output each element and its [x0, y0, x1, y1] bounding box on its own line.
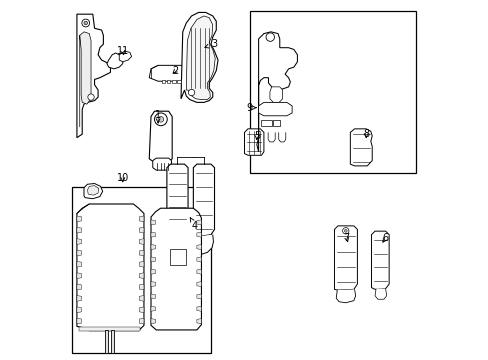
Polygon shape — [197, 306, 201, 311]
Polygon shape — [77, 228, 81, 233]
Polygon shape — [151, 257, 155, 262]
Polygon shape — [77, 216, 81, 222]
Polygon shape — [197, 232, 201, 237]
Polygon shape — [267, 132, 275, 142]
Polygon shape — [151, 232, 155, 237]
Bar — [177, 80, 181, 83]
Polygon shape — [151, 294, 155, 299]
Circle shape — [84, 21, 87, 25]
Polygon shape — [336, 289, 355, 303]
Bar — [104, 330, 107, 353]
Polygon shape — [107, 53, 122, 69]
Polygon shape — [151, 208, 201, 330]
Polygon shape — [139, 250, 143, 256]
Text: 3: 3 — [204, 39, 217, 49]
Circle shape — [344, 229, 346, 232]
Polygon shape — [278, 132, 285, 142]
Bar — [111, 330, 113, 353]
Polygon shape — [139, 239, 143, 244]
Polygon shape — [119, 51, 131, 62]
Polygon shape — [371, 231, 388, 289]
Polygon shape — [197, 319, 201, 324]
Polygon shape — [349, 129, 371, 166]
Polygon shape — [77, 296, 81, 301]
Polygon shape — [258, 102, 291, 116]
Polygon shape — [139, 261, 143, 267]
Polygon shape — [77, 14, 110, 138]
Circle shape — [81, 19, 89, 27]
Text: 5: 5 — [253, 131, 260, 141]
Polygon shape — [197, 282, 201, 287]
Polygon shape — [84, 184, 102, 199]
Polygon shape — [195, 235, 213, 254]
Polygon shape — [256, 32, 297, 152]
Polygon shape — [139, 296, 143, 301]
Circle shape — [342, 228, 348, 234]
Circle shape — [158, 117, 163, 122]
Polygon shape — [77, 204, 143, 330]
Text: 4: 4 — [190, 218, 198, 231]
Polygon shape — [152, 158, 171, 170]
Polygon shape — [334, 226, 357, 290]
Polygon shape — [151, 306, 155, 311]
Bar — [79, 327, 140, 330]
Polygon shape — [197, 294, 201, 299]
Text: 9: 9 — [246, 103, 256, 113]
Polygon shape — [77, 273, 81, 279]
Polygon shape — [139, 284, 143, 290]
Polygon shape — [197, 244, 201, 249]
Bar — [172, 80, 175, 83]
Text: 7: 7 — [343, 233, 349, 243]
Polygon shape — [269, 87, 282, 102]
Polygon shape — [166, 164, 188, 224]
Text: 10: 10 — [117, 173, 129, 183]
Bar — [273, 120, 279, 126]
Polygon shape — [87, 186, 99, 195]
Bar — [261, 120, 271, 126]
Polygon shape — [139, 228, 143, 233]
Polygon shape — [151, 244, 155, 249]
Polygon shape — [197, 269, 201, 274]
Text: 11: 11 — [117, 46, 129, 56]
Polygon shape — [197, 257, 201, 262]
Polygon shape — [151, 319, 155, 324]
Polygon shape — [193, 164, 214, 237]
Polygon shape — [80, 32, 91, 127]
Polygon shape — [139, 273, 143, 279]
Polygon shape — [151, 220, 155, 225]
Polygon shape — [77, 284, 81, 290]
Circle shape — [265, 33, 274, 41]
Polygon shape — [139, 307, 143, 312]
Bar — [71, 187, 210, 353]
Bar — [249, 11, 415, 173]
Polygon shape — [149, 111, 172, 162]
Bar — [170, 249, 186, 265]
Polygon shape — [77, 307, 81, 312]
Polygon shape — [139, 318, 143, 324]
Text: 6: 6 — [382, 233, 388, 243]
Polygon shape — [374, 289, 386, 299]
Bar — [161, 80, 165, 83]
Polygon shape — [139, 216, 143, 222]
Polygon shape — [151, 269, 155, 274]
Polygon shape — [186, 16, 215, 100]
Polygon shape — [77, 239, 81, 244]
Polygon shape — [77, 250, 81, 256]
Circle shape — [88, 94, 94, 100]
Polygon shape — [181, 12, 218, 102]
Polygon shape — [77, 261, 81, 267]
Polygon shape — [244, 129, 264, 155]
Circle shape — [188, 89, 194, 96]
Polygon shape — [197, 220, 201, 225]
Polygon shape — [151, 282, 155, 287]
Text: 2: 2 — [172, 66, 179, 76]
Circle shape — [154, 113, 167, 126]
Polygon shape — [77, 318, 81, 324]
Polygon shape — [149, 66, 188, 81]
Text: 1: 1 — [155, 110, 161, 123]
Text: 8: 8 — [363, 129, 368, 139]
Bar — [166, 80, 170, 83]
